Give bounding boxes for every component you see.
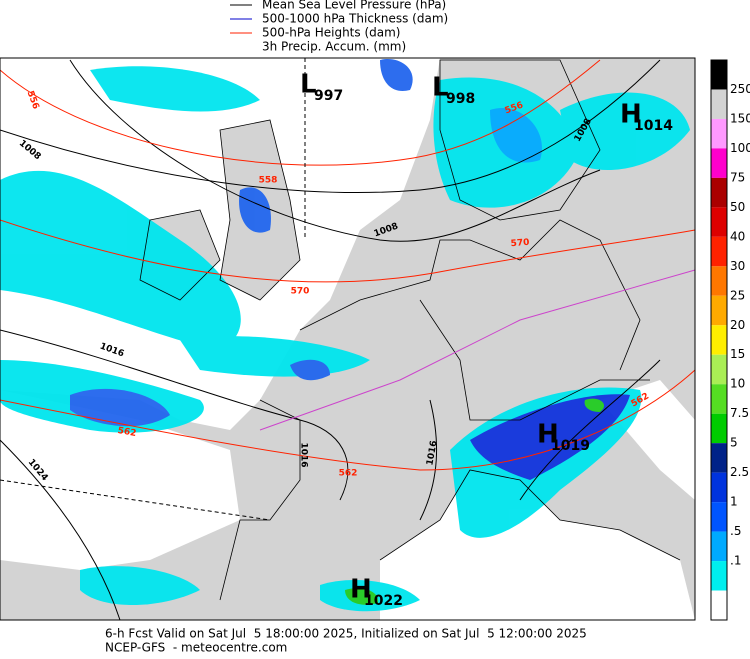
colorbar-swatch: [711, 236, 727, 267]
colorbar-swatch: [711, 590, 727, 620]
contour-label: 558: [259, 176, 278, 186]
colorbar-swatch: [711, 531, 727, 562]
colorbar-swatch: [711, 177, 727, 208]
colorbar-label: .1: [730, 554, 741, 568]
center-letter: L: [432, 73, 449, 103]
colorbar-label: 1: [730, 495, 738, 509]
colorbar-label: 15: [730, 347, 745, 361]
colorbar-label: .5: [730, 524, 741, 538]
contour-label: 562: [117, 426, 137, 439]
colorbar-label: 7.5: [730, 406, 749, 420]
colorbar-swatch: [711, 266, 727, 296]
colorbar: 250 150 100 75 50 40 30 25 20 15 10 7.5 5 2.5 1 .5 .1: [710, 59, 750, 621]
center-letter: L: [300, 70, 317, 100]
colorbar-label: 40: [730, 229, 745, 243]
contour-label: 1016: [425, 440, 439, 466]
center-value: 1022: [364, 593, 403, 609]
center-value: 998: [446, 91, 475, 107]
colorbar-swatch: [711, 325, 727, 355]
colorbar-label: 20: [730, 318, 745, 332]
legend: Mean Sea Level Pressure (hPa)500-1000 hP…: [230, 0, 448, 54]
colorbar-swatch: [711, 413, 727, 444]
contour-label: 570: [510, 238, 530, 250]
colorbar-swatch: [711, 207, 727, 237]
colorbar-swatch: [711, 561, 727, 591]
footer-line: 6-h Fcst Valid on Sat Jul 5 18:00:00 202…: [105, 627, 587, 641]
colorbar-swatch: [711, 443, 727, 473]
center-letter: H: [537, 420, 559, 450]
colorbar-swatch: [711, 295, 727, 326]
contour-label: 570: [291, 287, 310, 297]
colorbar-label: 250: [730, 82, 750, 96]
colorbar-label: 30: [730, 259, 745, 273]
map: [0, 57, 696, 621]
center-value: 1014: [634, 118, 673, 134]
colorbar-label: 2.5: [730, 465, 749, 479]
center-letter: H: [350, 575, 372, 605]
colorbar-label: 100: [730, 141, 750, 155]
legend-label: 500-hPa Heights (dam): [262, 26, 400, 40]
colorbar-label: 75: [730, 170, 745, 184]
contour-label: 1016: [299, 442, 309, 467]
legend-label: 500-1000 hPa Thickness (dam): [262, 12, 448, 26]
colorbar-label: 25: [730, 288, 745, 302]
colorbar-swatch: [711, 148, 727, 178]
colorbar-swatch: [711, 472, 727, 503]
center-value: 997: [314, 88, 343, 104]
colorbar-swatch: [711, 354, 727, 385]
colorbar-swatch: [711, 118, 727, 149]
footer-line: NCEP-GFS - meteocentre.com: [105, 641, 287, 655]
contour-label: 562: [339, 469, 358, 479]
legend-label: 3h Precip. Accum. (mm): [262, 40, 406, 54]
colorbar-label: 5: [730, 436, 738, 450]
center-letter: H: [620, 100, 642, 130]
colorbar-swatch: [711, 89, 727, 119]
colorbar-frame: [710, 59, 728, 621]
colorbar-label: 10: [730, 377, 745, 391]
colorbar-label: 150: [730, 111, 750, 125]
center-value: 1019: [551, 438, 590, 454]
legend-label: Mean Sea Level Pressure (hPa): [262, 0, 446, 12]
colorbar-swatch: [711, 384, 727, 414]
colorbar-swatch: [711, 60, 727, 90]
colorbar-label: 50: [730, 200, 745, 214]
colorbar-swatch: [711, 502, 727, 532]
